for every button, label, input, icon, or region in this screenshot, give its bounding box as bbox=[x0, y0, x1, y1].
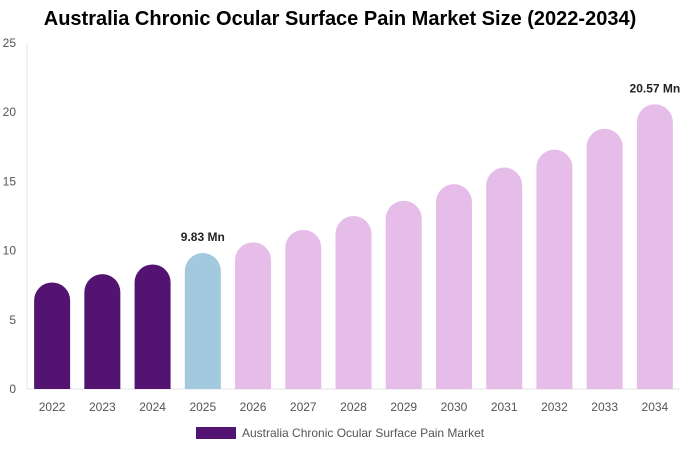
x-tick-label: 2026 bbox=[240, 400, 267, 414]
bar-2027[interactable] bbox=[285, 229, 322, 389]
legend-label: Australia Chronic Ocular Surface Pain Ma… bbox=[242, 426, 485, 440]
x-tick-label: 2033 bbox=[591, 400, 618, 414]
x-tick-label: 2022 bbox=[39, 400, 66, 414]
x-tick-label: 2034 bbox=[642, 400, 669, 414]
bar-2032[interactable] bbox=[536, 149, 573, 389]
y-tick-label: 15 bbox=[3, 174, 17, 188]
x-tick-label: 2029 bbox=[390, 400, 417, 414]
bar-2025[interactable] bbox=[184, 252, 221, 389]
bar-2029[interactable] bbox=[385, 200, 422, 389]
bar-2026[interactable] bbox=[235, 242, 272, 389]
x-tick-label: 2025 bbox=[189, 400, 216, 414]
bar-2028[interactable] bbox=[335, 216, 372, 389]
bar-2023[interactable] bbox=[84, 274, 121, 389]
x-tick-label: 2024 bbox=[139, 400, 166, 414]
bar-2033[interactable] bbox=[586, 128, 623, 390]
bar-2022[interactable] bbox=[34, 282, 71, 389]
bar-2034[interactable] bbox=[636, 104, 673, 389]
bar-2031[interactable] bbox=[486, 167, 523, 389]
x-tick-label: 2028 bbox=[340, 400, 367, 414]
legend[interactable]: Australia Chronic Ocular Surface Pain Ma… bbox=[196, 425, 484, 441]
y-tick-label: 0 bbox=[9, 382, 16, 396]
x-tick-label: 2027 bbox=[290, 400, 317, 414]
legend-swatch bbox=[196, 427, 236, 439]
y-tick-label: 20 bbox=[3, 105, 17, 119]
chart-title: Australia Chronic Ocular Surface Pain Ma… bbox=[43, 8, 637, 30]
bar-2024[interactable] bbox=[134, 264, 171, 389]
x-tick-label: 2032 bbox=[541, 400, 568, 414]
y-tick-label: 25 bbox=[3, 36, 17, 50]
x-tick-label: 2031 bbox=[491, 400, 518, 414]
y-tick-label: 5 bbox=[9, 313, 16, 327]
y-tick-label: 10 bbox=[3, 244, 17, 258]
x-tick-label: 2030 bbox=[441, 400, 468, 414]
x-tick-label: 2023 bbox=[89, 400, 116, 414]
bar-2030[interactable] bbox=[435, 184, 472, 389]
data-label: 20.57 Mn bbox=[630, 81, 680, 95]
data-label: 9.83 Mn bbox=[181, 230, 225, 244]
